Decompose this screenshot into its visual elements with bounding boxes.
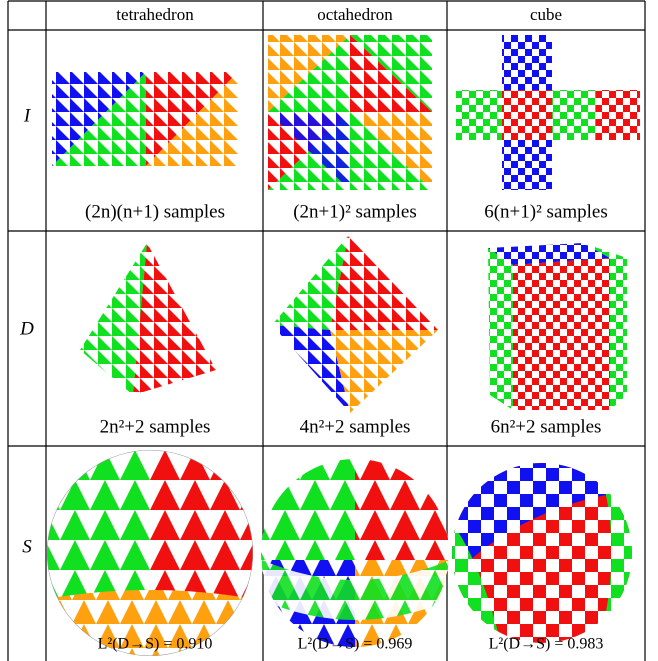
cube-3d xyxy=(488,243,627,410)
caption: 6(n+1)² samples xyxy=(484,201,608,222)
caption: L²(D→S) = 0.969 xyxy=(298,636,413,653)
caption: 6n²+2 samples xyxy=(491,416,602,437)
cube-unfolded xyxy=(456,35,640,190)
caption: 2n²+2 samples xyxy=(100,416,211,437)
column-header: cube xyxy=(530,5,562,24)
caption: (2n)(n+1) samples xyxy=(85,201,225,222)
row-label: S xyxy=(22,536,32,557)
figure-table: tetrahedron octahedron cube I D S (2n)(n… xyxy=(0,0,658,661)
row-label: D xyxy=(19,318,34,339)
caption: L²(D→S) = 0.983 xyxy=(489,636,604,653)
tetrahedron-sphere xyxy=(40,440,260,660)
column-header: octahedron xyxy=(317,5,393,24)
caption: 4n²+2 samples xyxy=(300,416,411,437)
tetrahedron-3d xyxy=(80,243,216,395)
caption: (2n+1)² samples xyxy=(293,201,417,222)
octahedron-3d xyxy=(272,236,438,413)
row-label: I xyxy=(23,105,32,126)
octahedron-sphere xyxy=(258,455,455,660)
cube-sphere xyxy=(450,460,640,650)
octahedron-unfolded xyxy=(268,35,432,190)
column-header: tetrahedron xyxy=(116,5,194,24)
tetrahedron-unfolded xyxy=(52,72,238,166)
caption: L²(D→S) = 0.910 xyxy=(98,636,213,653)
